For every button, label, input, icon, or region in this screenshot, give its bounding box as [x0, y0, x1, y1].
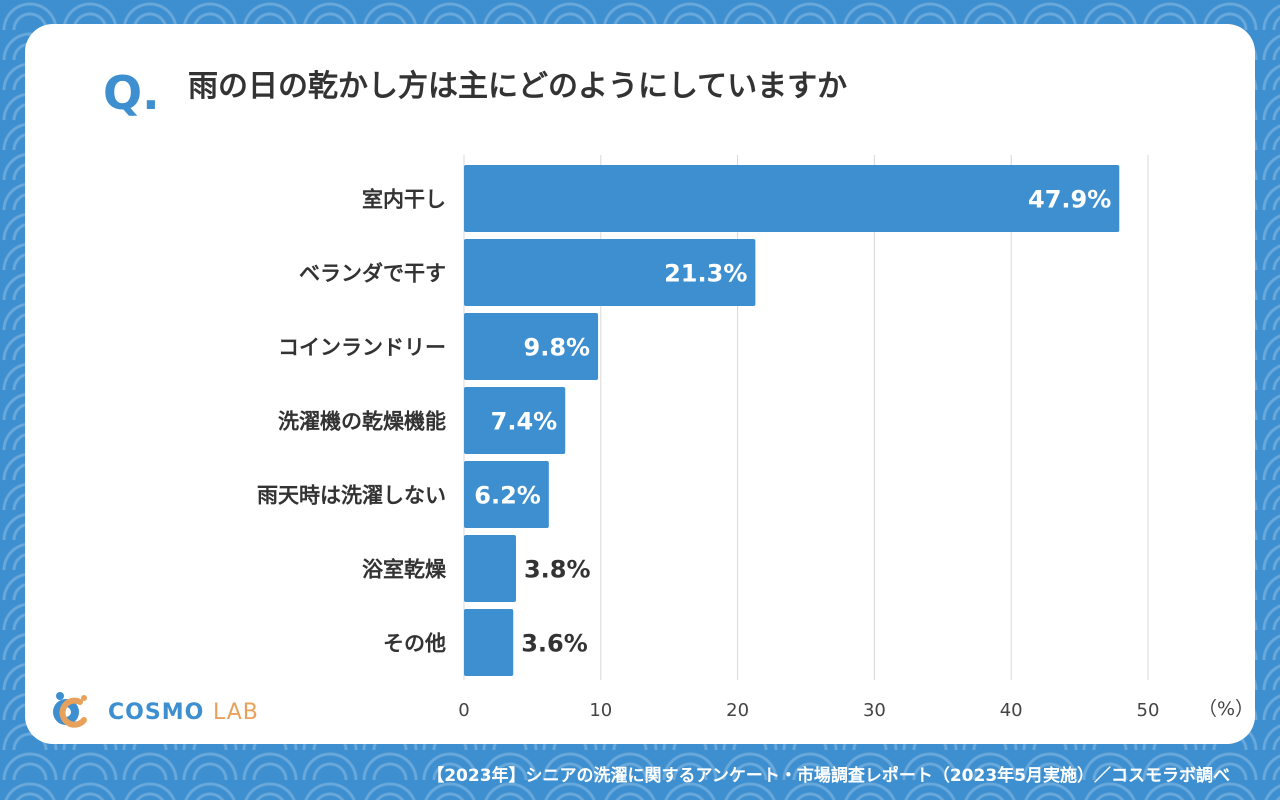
cosmo-lab-logo-icon	[53, 692, 87, 728]
chart-title: 雨の日の乾かし方は主にどのようにしていますか	[188, 69, 848, 104]
category-label: 洗濯機の乾燥機能	[278, 410, 446, 434]
bar	[464, 239, 756, 306]
value-label: 3.6%	[521, 630, 588, 658]
category-label: 室内干し	[362, 188, 446, 212]
x-tick-label: 50	[1137, 700, 1160, 721]
category-label: 浴室乾燥	[362, 558, 447, 582]
bar	[464, 313, 599, 380]
chart-card	[25, 24, 1255, 744]
bar	[464, 165, 1120, 232]
bar	[464, 387, 566, 454]
logo-wordmark: COSMO LAB	[108, 700, 259, 725]
question-mark: Q.	[103, 66, 160, 120]
category-label: その他	[383, 632, 446, 656]
x-tick-label: 40	[1000, 700, 1023, 721]
value-label: 7.4%	[491, 408, 558, 436]
bar	[464, 609, 514, 676]
logo-sub-text: LAB	[212, 700, 259, 725]
bar	[464, 461, 549, 528]
value-label: 47.9%	[1028, 186, 1111, 214]
x-tick-label: 30	[863, 700, 886, 721]
axis-unit-label: （%）	[1198, 698, 1255, 720]
value-label: 21.3%	[664, 260, 747, 288]
x-tick-label: 0	[458, 700, 469, 721]
category-label: 雨天時は洗濯しない	[257, 484, 446, 508]
source-note: 【2023年】シニアの洗濯に関するアンケート・市場調査レポート（2023年5月実…	[427, 766, 1230, 786]
x-tick-label: 20	[726, 700, 749, 721]
logo-main-text: COSMO	[108, 700, 205, 725]
value-label: 3.8%	[524, 556, 591, 584]
value-label: 6.2%	[474, 482, 541, 510]
value-label: 9.8%	[524, 334, 591, 362]
bar	[464, 535, 516, 602]
category-label: ベランダで干す	[299, 262, 446, 286]
category-label: コインランドリー	[278, 336, 446, 360]
x-tick-label: 10	[589, 700, 612, 721]
